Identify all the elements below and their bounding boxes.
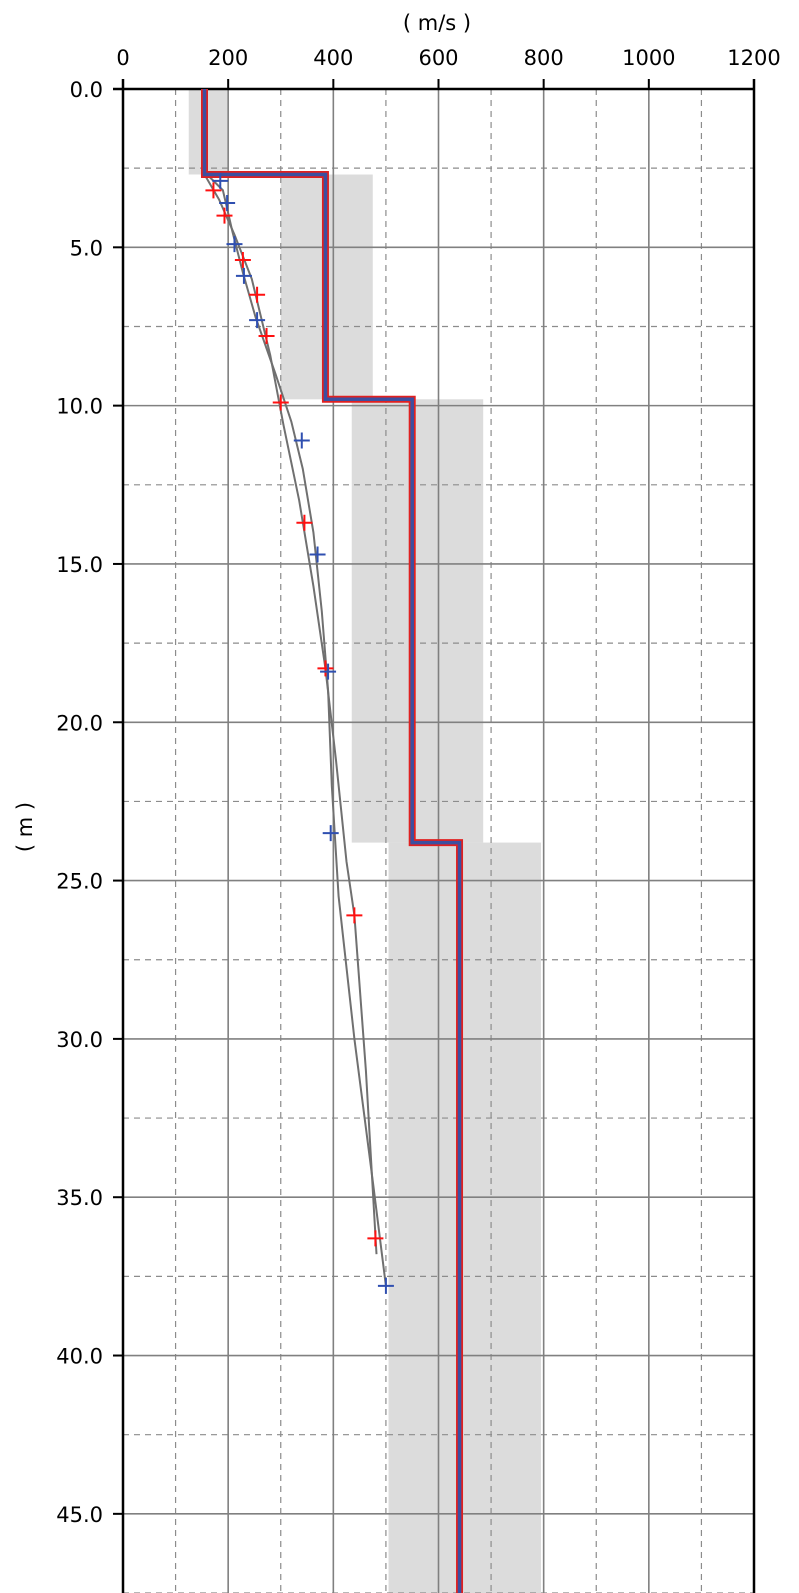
x-tick-label: 200	[208, 46, 248, 70]
marker-red	[296, 514, 313, 531]
marker-blue	[322, 825, 339, 842]
y-tick-label: 45.0	[56, 1503, 103, 1527]
x-tick-label: 1000	[622, 46, 675, 70]
vs-profile	[201, 89, 464, 1593]
y-tick-label: 15.0	[56, 553, 103, 577]
marker-red	[367, 1230, 384, 1247]
marker-red	[258, 327, 275, 344]
fit-curve-red	[203, 173, 378, 1255]
marker-blue	[226, 236, 243, 253]
marker-blue	[293, 432, 310, 449]
marker-red	[346, 907, 363, 924]
x-tick-label: 800	[524, 46, 564, 70]
uncertainty-bands	[188, 89, 542, 1593]
x-tick-label: 0	[116, 46, 129, 70]
y-axis-label: ( m )	[13, 802, 37, 852]
marker-blue	[212, 172, 229, 189]
y-tick-labels: 0.0 5.0 10.0 15.0 20.0 25.0 30.0 35.0 40.0 45.0	[56, 78, 103, 1527]
marker-red	[249, 286, 266, 303]
uncertainty-band-0	[188, 89, 229, 175]
x-tick-label: 1200	[727, 46, 780, 70]
fit-curve-blue	[206, 173, 387, 1287]
marker-blue	[377, 1277, 394, 1294]
fit-curves	[203, 173, 387, 1287]
marker-red	[272, 394, 289, 411]
marker-red	[234, 251, 251, 268]
x-tick-label: 600	[418, 46, 458, 70]
y-tick-label: 5.0	[70, 236, 103, 260]
x-tick-labels: 0 200 400 600 800 1000 1200	[116, 46, 780, 70]
marker-blue	[249, 312, 266, 329]
y-tick-label: 0.0	[70, 78, 103, 102]
y-tick-label: 25.0	[56, 870, 103, 894]
y-tick-label: 40.0	[56, 1345, 103, 1369]
y-tick-label: 30.0	[56, 1028, 103, 1052]
marker-red	[216, 207, 233, 224]
marker-red	[317, 660, 334, 677]
uncertainty-band-2	[351, 399, 484, 843]
x-tick-label: 400	[313, 46, 353, 70]
marker-blue	[235, 267, 252, 284]
grid-lines	[123, 89, 754, 1593]
x-axis-label: ( m/s )	[403, 11, 471, 35]
marker-red	[205, 182, 222, 199]
y-tick-label: 35.0	[56, 1186, 103, 1210]
marker-blue	[309, 546, 326, 563]
y-tick-label: 10.0	[56, 395, 103, 419]
data-markers	[205, 172, 394, 1294]
marker-blue	[320, 663, 337, 680]
marker-blue	[219, 194, 236, 211]
profile-line	[202, 89, 462, 1593]
axes	[113, 79, 756, 1593]
y-tick-label: 20.0	[56, 711, 103, 735]
uncertainty-band-3	[388, 842, 542, 1593]
